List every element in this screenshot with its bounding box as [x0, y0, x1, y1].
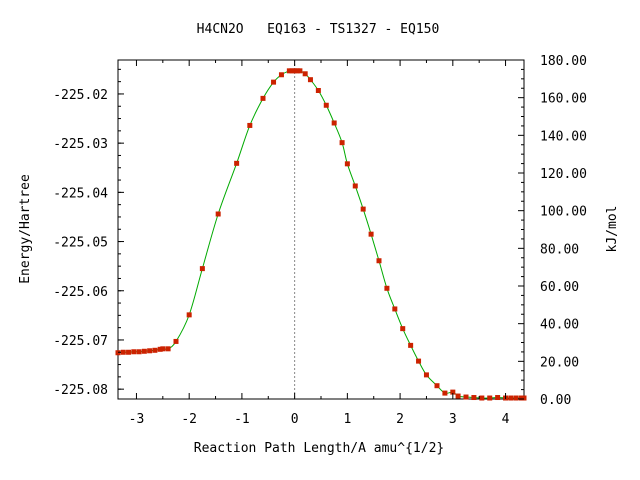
data-point	[165, 346, 171, 352]
plot-frame	[117, 59, 525, 400]
x-tick-label: -3	[129, 412, 145, 427]
y2-tick-label: 120.00	[540, 167, 587, 182]
data-point	[120, 349, 126, 355]
data-point	[186, 312, 192, 318]
data-point	[368, 231, 374, 237]
data-point	[479, 395, 485, 401]
data-point	[344, 161, 350, 167]
y-tick-label: -225.05	[53, 236, 108, 251]
data-point	[416, 358, 422, 364]
data-point	[434, 383, 440, 389]
data-point	[360, 206, 366, 212]
x-axis-label: Reaction Path Length/A amu^{1/2}	[194, 441, 444, 456]
data-point	[487, 395, 493, 401]
data-point	[518, 395, 524, 401]
data-point	[508, 395, 514, 401]
data-point	[141, 348, 147, 354]
data-point	[173, 338, 179, 344]
data-point	[199, 266, 205, 272]
data-point	[455, 393, 461, 399]
energy-curve	[117, 70, 524, 399]
y2-tick-label: 80.00	[540, 242, 579, 257]
data-point	[521, 395, 527, 401]
data-point	[294, 68, 300, 74]
x-tick-label: 0	[291, 412, 299, 427]
y-tick-label: -225.06	[53, 285, 108, 300]
data-point	[260, 95, 266, 101]
data-point	[331, 120, 337, 126]
y-tick-label: -225.04	[53, 186, 108, 201]
data-point	[376, 258, 382, 264]
y-tick-label: -225.02	[53, 88, 108, 103]
x-tick-label: 2	[396, 412, 404, 427]
data-point	[408, 342, 414, 348]
x-tick-label: -1	[234, 412, 250, 427]
y-tick-label: -225.08	[53, 383, 108, 398]
data-point	[323, 102, 329, 108]
y2-tick-label: 180.00	[540, 54, 587, 69]
data-point	[450, 389, 456, 395]
data-point	[307, 77, 313, 83]
data-point	[292, 68, 298, 74]
data-point	[215, 211, 221, 217]
y-axis-ticks: -225.02 -225.03 -225.04 -225.05 -225.06 -225.…	[53, 68, 124, 398]
y-tick-label: -225.03	[53, 137, 108, 152]
data-point	[352, 183, 358, 189]
data-point	[152, 347, 158, 353]
data-point	[302, 71, 308, 77]
data-point	[247, 122, 253, 128]
data-point	[160, 346, 166, 352]
x-tick-label: 4	[502, 412, 510, 427]
y2-tick-label: 20.00	[540, 355, 579, 370]
y-axis-label: Energy/Hartree	[18, 174, 33, 284]
x-tick-label: 1	[343, 412, 351, 427]
data-point	[126, 349, 132, 355]
data-point	[442, 390, 448, 396]
chart-title: H4CN2O EQ163 - TS1327 - EQ150	[197, 22, 440, 37]
y2-tick-label: 0.00	[540, 393, 571, 408]
y2-tick-label: 60.00	[540, 280, 579, 295]
y-tick-label: -225.07	[53, 334, 108, 349]
x-axis-ticks: -3 -2 -1 0 1 2 3 4	[129, 60, 510, 427]
data-point	[471, 395, 477, 401]
y2-tick-label: 100.00	[540, 205, 587, 220]
data-point	[297, 68, 303, 74]
data-point	[289, 68, 295, 74]
y2-axis-label: kJ/mol	[605, 206, 620, 253]
data-point	[400, 326, 406, 332]
x-tick-label: 3	[449, 412, 457, 427]
y2-tick-label: 140.00	[540, 129, 587, 144]
data-point	[136, 349, 142, 355]
y2-axis-ticks: 0.00 20.00 40.00 60.00 80.00 100.00 120.00 140.…	[518, 54, 587, 408]
data-point	[147, 348, 153, 354]
data-point	[392, 306, 398, 312]
y2-tick-label: 160.00	[540, 92, 587, 107]
x-tick-label: -2	[181, 412, 197, 427]
data-point	[495, 395, 501, 401]
data-point	[384, 285, 390, 291]
y2-tick-label: 40.00	[540, 318, 579, 333]
data-point	[463, 394, 469, 400]
data-point	[513, 395, 519, 401]
data-point	[286, 68, 292, 74]
data-point	[157, 346, 163, 352]
data-point	[278, 72, 284, 78]
data-point	[271, 79, 277, 85]
data-points	[115, 68, 527, 401]
data-point	[339, 140, 345, 146]
data-point	[315, 88, 321, 94]
data-point	[234, 160, 240, 166]
data-point	[131, 349, 137, 355]
data-point	[423, 372, 429, 378]
